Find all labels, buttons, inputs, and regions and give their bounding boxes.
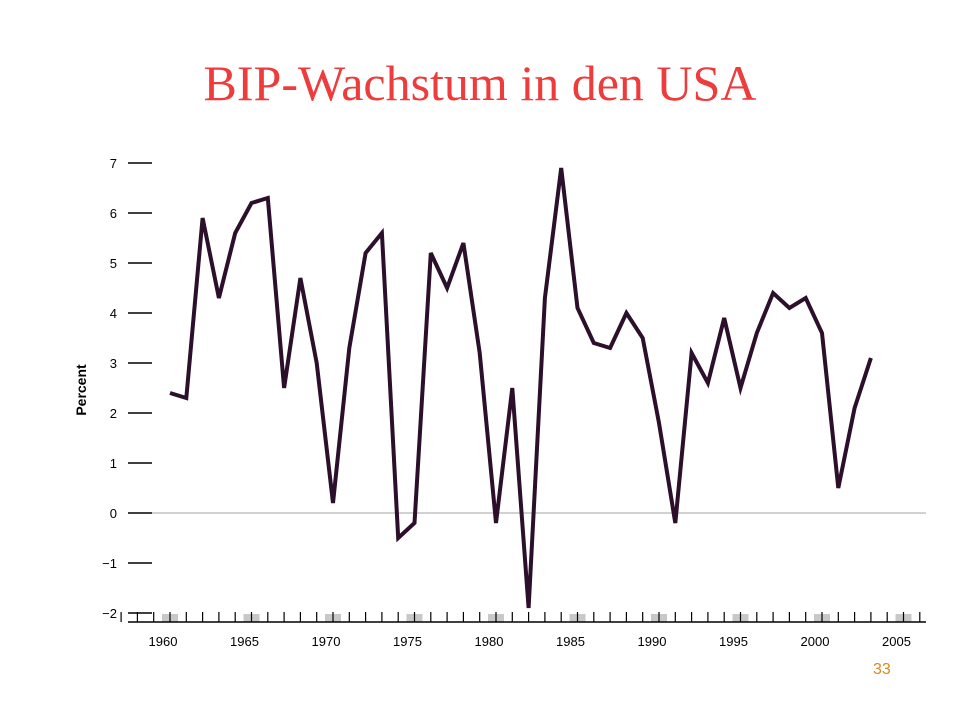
y-tick-label: 5 <box>110 256 117 271</box>
x-tick-label: 1965 <box>230 634 259 649</box>
y-tick-label: 1 <box>110 456 117 471</box>
series-line-0 <box>169 167 873 609</box>
page-number: 33 <box>873 661 891 678</box>
slide-title: BIP-Wachstum in den USA <box>203 55 757 111</box>
x-tick-label: 1985 <box>556 634 585 649</box>
y-tick-label: −2 <box>102 606 117 621</box>
x-tick-label: 1970 <box>312 634 341 649</box>
x-tick-label: 2000 <box>801 634 830 649</box>
x-tick-label: 1960 <box>149 634 178 649</box>
x-tick-label: 1990 <box>638 634 667 649</box>
x-tick-label: 1980 <box>475 634 504 649</box>
x-tick-label: 1995 <box>719 634 748 649</box>
series-layer <box>169 167 873 609</box>
y-tick-label: 2 <box>110 406 117 421</box>
y-tick-label: 6 <box>110 206 117 221</box>
axis-ticks: 7 6 5 4 3 2 1 0 −1 −2 1960 1965 1970 1975 1980 1985 1990… <box>102 156 921 649</box>
y-tick-label: 3 <box>110 356 117 371</box>
x-tick-label: 1975 <box>393 634 422 649</box>
y-axis-label: Percent <box>73 364 89 416</box>
y-tick-label: 7 <box>110 156 117 171</box>
y-tick-label: 0 <box>110 506 117 521</box>
y-tick-label: −1 <box>102 556 117 571</box>
period-shading <box>162 614 912 622</box>
x-tick-label: 2005 <box>882 634 911 649</box>
y-tick-label: 4 <box>110 306 117 321</box>
chart-axes <box>128 512 926 623</box>
